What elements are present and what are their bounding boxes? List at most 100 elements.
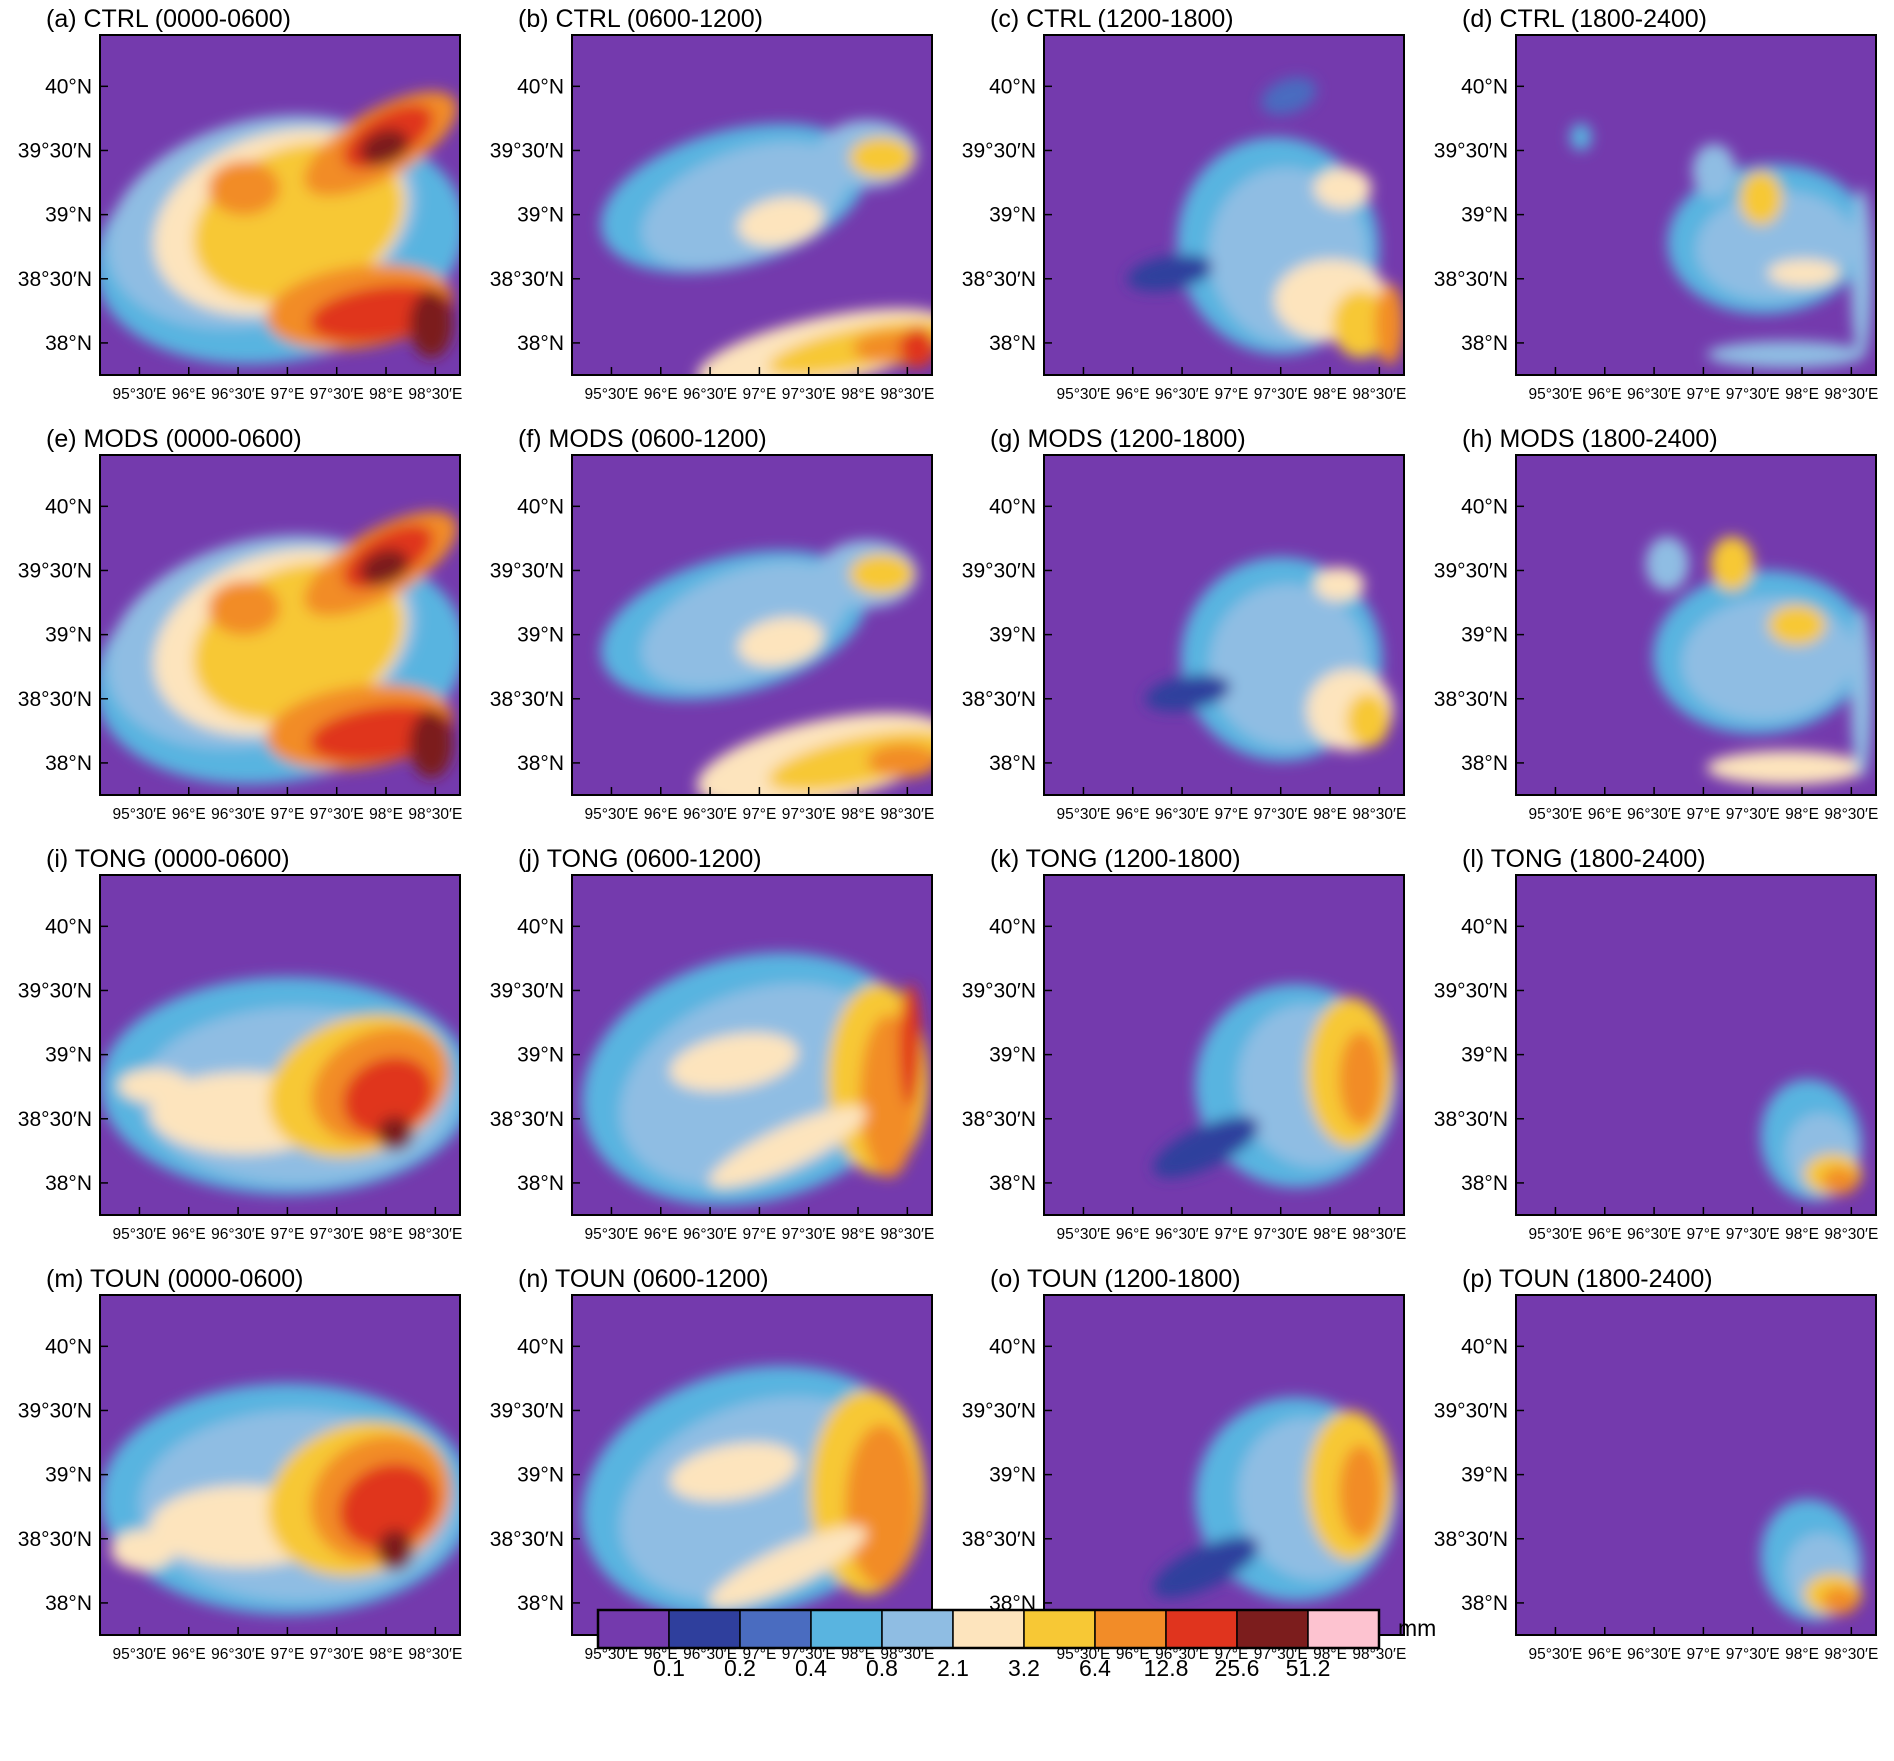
- colorbar-swatch: [739, 1609, 812, 1649]
- colorbar-level-label: 12.8: [1144, 1655, 1189, 1681]
- y-tick-label: 38°30′N: [18, 268, 92, 291]
- colorbar-level-label: 0.8: [866, 1655, 898, 1681]
- map-panel: (h) MODS (1800-2400) 40°N 39°30′N 39°N 38°30…: [1434, 425, 1879, 823]
- panel-frame: [1515, 1294, 1877, 1636]
- colorbar-unit: mm: [1398, 1615, 1436, 1641]
- y-tick-label: 39°30′N: [490, 139, 564, 162]
- rainfall-contour: [1706, 341, 1866, 369]
- rainfall-contour: [670, 1032, 798, 1092]
- rainfall-contour: [208, 160, 280, 216]
- rainfall-contour: [1739, 171, 1783, 226]
- x-tick-label: 95°30′E: [584, 806, 638, 823]
- y-tick-label: 39°N: [1461, 204, 1508, 227]
- map-panel: (m) TOUN (0000-0600) 40°N 39°30′N 39°N 38°30…: [18, 1265, 463, 1663]
- y-tick-label: 38°30′N: [1434, 268, 1508, 291]
- x-tick-label: 95°30′E: [1528, 806, 1582, 823]
- panel-frame: [99, 874, 461, 1216]
- y-tick-label: 39°N: [517, 1044, 564, 1067]
- x-tick-label: 98°E: [1313, 1226, 1347, 1243]
- y-tick-label: 38°N: [1461, 332, 1508, 355]
- x-tick-label: 98°30′E: [1824, 1226, 1878, 1243]
- y-tick-label: 39°N: [1461, 1464, 1508, 1487]
- x-tick-label: 97°30′E: [1254, 1226, 1308, 1243]
- y-tick-label: 38°N: [1461, 1172, 1508, 1195]
- x-tick-label: 95°30′E: [1056, 806, 1110, 823]
- y-tick-label: 39°30′N: [962, 1399, 1036, 1422]
- rainfall-contour: [849, 553, 914, 595]
- x-tick-label: 98°E: [841, 386, 875, 403]
- x-tick-label: 95°30′E: [1528, 1226, 1582, 1243]
- x-tick-label: 98°E: [1785, 1646, 1819, 1663]
- x-tick-label: 95°30′E: [584, 1646, 638, 1663]
- colorbar-level-label: 0.1: [653, 1655, 685, 1681]
- rainfall-contour: [899, 983, 922, 1107]
- y-tick-label: 38°30′N: [1434, 1108, 1508, 1131]
- map-panel: (n) TOUN (0600-1200) 40°N 39°30′N 39°N 38°30…: [490, 1265, 935, 1663]
- x-tick-label: 95°30′E: [112, 386, 166, 403]
- panel-title: (f) MODS (0600-1200): [518, 425, 767, 453]
- y-tick-label: 38°N: [45, 1592, 92, 1615]
- y-tick-label: 40°N: [1461, 915, 1508, 938]
- x-tick-label: 95°30′E: [584, 1226, 638, 1243]
- x-tick-label: 96°E: [1588, 1646, 1622, 1663]
- panel-title: (c) CTRL (1200-1800): [990, 5, 1234, 33]
- x-tick-label: 97°30′E: [310, 386, 364, 403]
- x-tick-label: 98°30′E: [1352, 1646, 1406, 1663]
- colorbar-swatch: [1236, 1609, 1309, 1649]
- panel-frame: [1515, 34, 1877, 376]
- x-tick-label: 98°E: [1313, 1646, 1347, 1663]
- colorbar: 0.1 0.2 0.4 0.8 2.1 3.2 6.4 12.8 25.6 51.2 mm: [596, 1608, 1436, 1681]
- panel-title: (e) MODS (0000-0600): [46, 425, 302, 453]
- rainfall-field: [1760, 1079, 1862, 1202]
- x-tick-label: 97°30′E: [1254, 1646, 1308, 1663]
- y-tick-label: 38°30′N: [18, 1528, 92, 1551]
- y-tick-label: 40°N: [989, 1335, 1036, 1358]
- y-tick-label: 38°30′N: [962, 268, 1036, 291]
- y-tick-label: 38°N: [989, 332, 1036, 355]
- rainfall-contour: [670, 1442, 798, 1501]
- y-tick-label: 38°N: [517, 1172, 564, 1195]
- x-tick-label: 96°30′E: [683, 1226, 737, 1243]
- rainfall-field: [100, 977, 460, 1195]
- y-tick-label: 39°30′N: [18, 559, 92, 582]
- rainfall-field: [1153, 983, 1397, 1188]
- rainfall-field: [1145, 557, 1394, 761]
- x-tick-label: 98°E: [369, 1226, 403, 1243]
- colorbar-swatch: [1023, 1609, 1096, 1649]
- x-tick-label: 96°E: [172, 386, 206, 403]
- x-tick-label: 97°E: [271, 1226, 305, 1243]
- y-tick-label: 38°30′N: [18, 1108, 92, 1131]
- y-tick-label: 38°N: [45, 332, 92, 355]
- x-tick-label: 97°E: [743, 1646, 777, 1663]
- rainfall-contour: [1153, 1116, 1259, 1178]
- x-tick-label: 96°E: [1588, 1226, 1622, 1243]
- y-tick-label: 39°N: [989, 1044, 1036, 1067]
- rainfall-contour: [867, 744, 932, 778]
- rainfall-contour: [208, 580, 280, 636]
- colorbar-frame: [596, 1608, 1381, 1650]
- rainfall-contour: [110, 1529, 176, 1571]
- x-tick-label: 96°E: [1116, 1226, 1150, 1243]
- x-tick-label: 98°30′E: [1352, 806, 1406, 823]
- rainfall-contour: [1822, 1587, 1858, 1615]
- x-tick-label: 98°E: [369, 1646, 403, 1663]
- rainfall-contour: [409, 290, 453, 358]
- y-tick-label: 39°30′N: [962, 139, 1036, 162]
- colorbar-swatch: [668, 1609, 741, 1649]
- x-tick-label: 97°30′E: [782, 1226, 836, 1243]
- x-tick-label: 95°30′E: [1528, 1646, 1582, 1663]
- y-tick-label: 40°N: [45, 915, 92, 938]
- rainfall-contour: [738, 617, 824, 667]
- x-tick-label: 98°30′E: [408, 386, 462, 403]
- x-tick-label: 96°30′E: [211, 386, 265, 403]
- y-tick-label: 38°30′N: [962, 1108, 1036, 1131]
- y-tick-label: 38°30′N: [490, 1528, 564, 1551]
- x-tick-label: 97°30′E: [782, 1646, 836, 1663]
- y-tick-label: 39°30′N: [18, 139, 92, 162]
- x-tick-label: 97°30′E: [310, 1226, 364, 1243]
- colorbar-swatch: [1307, 1609, 1380, 1649]
- rainfall-contour: [118, 1068, 190, 1103]
- rainfall-contour: [845, 1424, 918, 1588]
- rainfall-field: [582, 1365, 925, 1619]
- y-tick-label: 38°30′N: [962, 1528, 1036, 1551]
